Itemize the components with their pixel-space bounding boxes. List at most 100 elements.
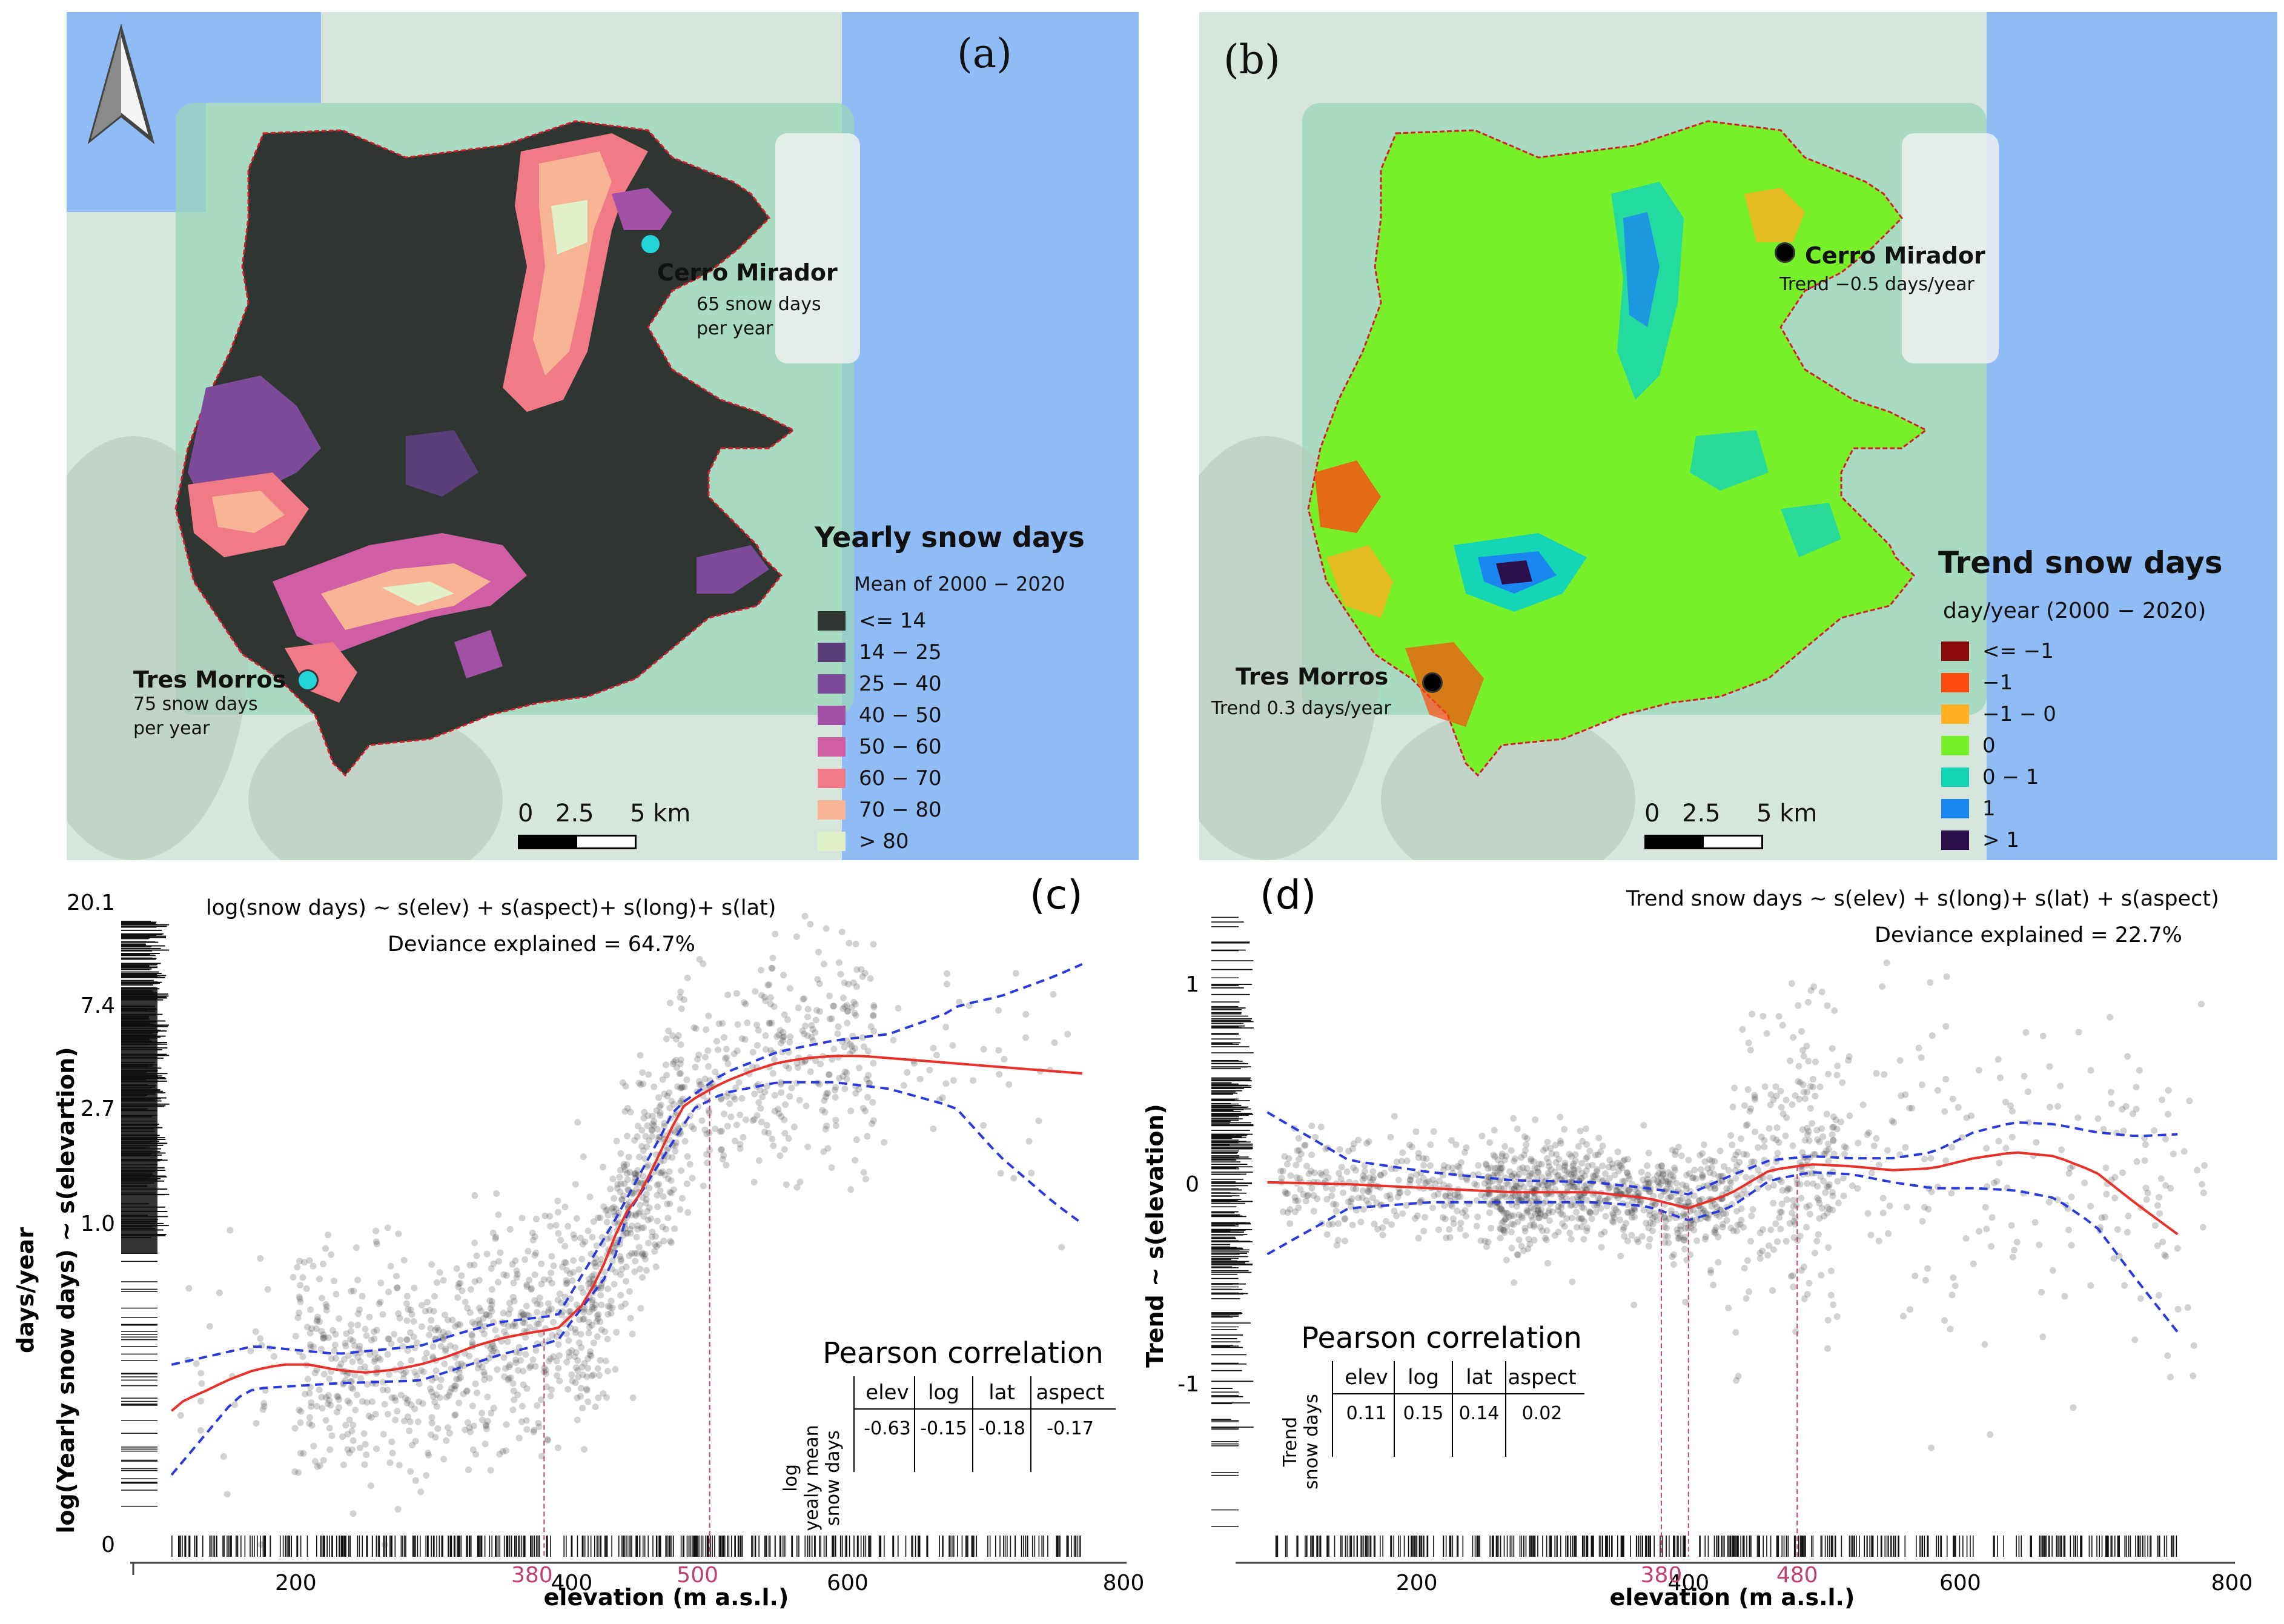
scatter-point bbox=[667, 1239, 675, 1246]
scatter-point bbox=[1813, 1127, 1821, 1134]
scatter-point bbox=[1647, 1219, 1654, 1226]
scatter-point bbox=[1809, 1180, 1816, 1187]
scatter-point bbox=[1790, 1203, 1797, 1210]
scatter-point bbox=[1637, 1198, 1644, 1205]
scatter-point bbox=[389, 1450, 396, 1457]
scatter-point bbox=[1996, 1159, 2003, 1167]
scatter-point bbox=[1699, 1173, 1706, 1180]
pearson-header: elev bbox=[1345, 1365, 1388, 1390]
scatter-point bbox=[568, 1347, 575, 1354]
scatter-point bbox=[643, 1196, 650, 1203]
scatter-point bbox=[623, 1161, 631, 1168]
scatter-point bbox=[1490, 1152, 1497, 1159]
scatter-point bbox=[602, 1207, 609, 1215]
scatter-point bbox=[1561, 1162, 1569, 1169]
scatter-point bbox=[654, 1181, 661, 1188]
scatter-point bbox=[1830, 1124, 1837, 1131]
scatter-point bbox=[1790, 1196, 1797, 1204]
scatter-point bbox=[339, 1433, 346, 1440]
scatter-point bbox=[308, 1403, 315, 1410]
scale-bar-graphic-b bbox=[1644, 835, 1763, 849]
scatter-point bbox=[852, 1012, 859, 1019]
scatter-point bbox=[2009, 1253, 2016, 1261]
scatter-point bbox=[1541, 1211, 1549, 1219]
scatter-point bbox=[1786, 1220, 1793, 1227]
scatter-point bbox=[1521, 1169, 1529, 1176]
scatter-point bbox=[403, 1336, 411, 1343]
scatter-point bbox=[1631, 1213, 1638, 1221]
scatter-point bbox=[764, 981, 772, 989]
scatter-point bbox=[1921, 1155, 1928, 1162]
scatter-point bbox=[1818, 988, 1826, 995]
scatter-point bbox=[657, 1158, 664, 1165]
scatter-point bbox=[2025, 1119, 2032, 1126]
scatter-point bbox=[220, 1453, 227, 1460]
scatter-point bbox=[823, 1122, 830, 1130]
scatter-point bbox=[847, 1107, 855, 1115]
scatter-point bbox=[640, 1253, 647, 1260]
scatter-point bbox=[1602, 1213, 1609, 1220]
scatter-point bbox=[2068, 1193, 2075, 1201]
scatter-point bbox=[1783, 1096, 1790, 1104]
scatter-point bbox=[423, 1472, 430, 1479]
scatter-point bbox=[1508, 1245, 1515, 1252]
scatter-point bbox=[1659, 1178, 1666, 1185]
scatter-point bbox=[597, 1357, 604, 1364]
scatter-point bbox=[867, 1023, 875, 1030]
scatter-point bbox=[595, 1215, 602, 1222]
legend-item: <= 14 bbox=[818, 609, 926, 633]
scatter-point bbox=[1442, 1192, 1449, 1199]
scatter-point bbox=[1422, 1180, 1429, 1187]
scatter-point bbox=[474, 1365, 482, 1372]
scatter-point bbox=[1623, 1169, 1630, 1176]
scatter-point bbox=[1715, 1259, 1722, 1266]
scatter-point bbox=[506, 1361, 514, 1368]
scatter-point bbox=[1645, 1224, 1652, 1231]
scatter-point bbox=[1784, 1185, 1792, 1192]
scatter-point bbox=[753, 1042, 761, 1049]
scatter-point bbox=[1413, 1171, 1420, 1178]
scatter-point bbox=[1600, 1176, 1607, 1184]
scatter-point bbox=[1578, 1224, 1585, 1231]
scatter-point bbox=[566, 1270, 574, 1278]
scatter-point bbox=[564, 1385, 572, 1393]
scatter-point bbox=[1498, 1205, 1505, 1213]
scatter-point bbox=[1450, 1220, 1457, 1227]
scatter-point bbox=[604, 1235, 611, 1242]
scatter-point bbox=[1701, 1208, 1708, 1215]
scatter-point bbox=[431, 1399, 439, 1406]
scatter-point bbox=[299, 1274, 306, 1281]
scatter-point bbox=[1732, 1329, 1739, 1336]
deviance-d: Deviance explained = 22.7% bbox=[1875, 923, 2182, 947]
scatter-point bbox=[607, 1234, 614, 1241]
scatter-point bbox=[348, 1287, 355, 1294]
scatter-point bbox=[429, 1353, 437, 1361]
scatter-point bbox=[1778, 1200, 1786, 1207]
scatter-point bbox=[297, 1450, 304, 1457]
scatter-point bbox=[1679, 1181, 1686, 1188]
scatter-point bbox=[1534, 1168, 1541, 1176]
scatter-point bbox=[1445, 1164, 1452, 1171]
scatter-point bbox=[444, 1316, 451, 1324]
scatter-point bbox=[1948, 1291, 1956, 1299]
scatter-point bbox=[2036, 1241, 2043, 1248]
legend-label: 50 − 60 bbox=[859, 735, 942, 759]
scatter-point bbox=[294, 1314, 302, 1321]
scatter-point bbox=[1452, 1141, 1460, 1148]
scatter-point bbox=[440, 1277, 447, 1284]
scatter-point bbox=[314, 1316, 321, 1324]
scatter-point bbox=[655, 1181, 663, 1188]
scatter-point bbox=[659, 1076, 666, 1083]
scatter-point bbox=[462, 1427, 469, 1434]
scatter-point bbox=[386, 1371, 393, 1378]
scatter-point bbox=[1594, 1194, 1601, 1201]
scatter-point bbox=[1888, 1118, 1896, 1125]
scatter-point bbox=[306, 1390, 313, 1397]
scatter-point bbox=[503, 1272, 511, 1279]
scatter-point bbox=[598, 1301, 605, 1308]
scatter-point bbox=[762, 997, 769, 1004]
scatter-point bbox=[1948, 1190, 1955, 1197]
marker-label: 380 bbox=[511, 1563, 553, 1588]
scatter-point bbox=[1683, 1182, 1690, 1190]
scatter-point bbox=[366, 1313, 373, 1321]
